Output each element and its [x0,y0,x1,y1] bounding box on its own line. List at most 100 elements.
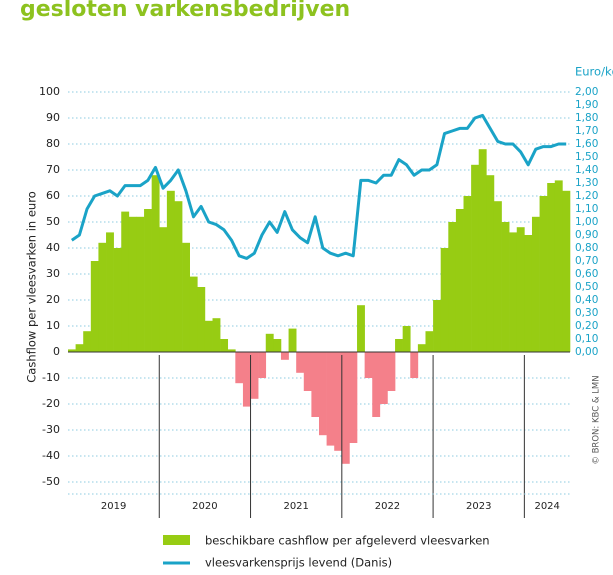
y2-tick-label: 0,20 [575,320,598,332]
bar [98,242,107,352]
y2-tick-label: 1,60 [575,138,598,150]
legend-swatch [163,535,190,545]
bar [311,352,320,417]
bar [151,175,160,352]
bar [554,180,563,352]
y-axis-label: Cashflow per vleesvarken in euro [25,191,39,382]
bar [326,352,335,446]
y-tick-label: 90 [46,111,60,124]
x-tick-label: 2022 [375,501,400,512]
bar [471,164,480,352]
y2-tick-label: 1,80 [575,112,598,124]
bar [227,349,236,352]
bar [341,352,350,464]
y2-tick-label: 1,10 [575,203,598,215]
y-tick-label: -50 [42,475,60,488]
bar [334,352,343,451]
bar [319,352,327,436]
bar [90,261,99,352]
bar [83,331,92,352]
x-tick-label: 2024 [534,501,559,512]
bar [357,305,365,352]
bar [136,216,145,352]
bar [288,328,297,352]
bar [509,232,518,352]
y2-tick-label: 1,40 [575,164,598,176]
bar [379,352,388,404]
y2-tick-label: 0,40 [575,294,598,306]
x-tick-label: 2019 [101,501,126,512]
chart-title: gesloten varkensbedrijven [20,0,350,22]
y2-tick-label: 0,30 [575,307,598,319]
bar [349,352,358,443]
y-tick-label: 100 [39,85,60,98]
bar [242,352,251,407]
y2-tick-label: 1,90 [575,99,598,111]
y2-tick-label: 0,80 [575,242,598,254]
bar [250,352,259,399]
bar [433,300,441,352]
x-tick-label: 2020 [192,501,217,512]
bar [273,339,282,352]
bar [197,287,206,352]
bar [174,201,183,352]
bar [501,222,510,352]
bar [547,183,556,352]
bar [166,190,175,352]
bar [364,352,373,378]
bar [128,216,137,352]
bar [372,352,381,417]
y-tick-label: 10 [46,319,60,332]
y2-tick-label: 1,30 [575,177,598,189]
y-tick-label: -20 [42,397,60,410]
bar [463,196,472,352]
bar [220,339,229,352]
bar [182,242,190,352]
bar [395,339,403,352]
y-tick-label: 0 [53,345,60,358]
bar [189,276,198,352]
bar [562,190,571,352]
bar [455,209,464,352]
bar [113,248,122,352]
legend-label: vleesvarkensprijs levend (Danis) [205,556,392,570]
y-tick-label: 50 [46,215,60,228]
y2-tick-label: 0,10 [575,333,598,345]
bar [106,232,114,352]
bar [303,352,312,391]
bar [204,320,213,352]
bar [265,333,274,352]
legend-label: beschikbare cashflow per afgeleverd vlee… [205,534,490,548]
y2-tick-label: 1,00 [575,216,598,228]
y2-tick-label: 0,90 [575,229,598,241]
bar [478,149,487,352]
bar [524,235,533,352]
bar [212,318,221,352]
y2-tick-label: 1,70 [575,125,598,137]
source: © BRON: KBC & LMN [592,375,602,464]
bar [280,352,289,360]
y-tick-label: 40 [46,241,60,254]
y-tick-label: 60 [46,189,60,202]
y2-tick-label: 0,60 [575,268,598,280]
bar [531,216,540,352]
bar [410,352,419,378]
y2-tick-label: 0,00 [575,346,598,358]
x-tick-label: 2021 [283,501,308,512]
bar [159,227,168,352]
bar [387,352,396,391]
bar [425,331,434,352]
y2-tick-label: 2,00 [575,86,598,98]
y2-axis-label: Euro/kg [575,65,613,79]
bar [68,349,76,352]
bar [296,352,305,373]
bar [440,248,449,352]
bar [417,344,426,352]
bar [539,196,548,352]
y-tick-label: 80 [46,137,60,150]
bar [144,209,152,352]
y2-tick-label: 0,70 [575,255,598,267]
y2-tick-label: 0,50 [575,281,598,293]
y-tick-label: -40 [42,449,60,462]
price-line [70,113,567,260]
